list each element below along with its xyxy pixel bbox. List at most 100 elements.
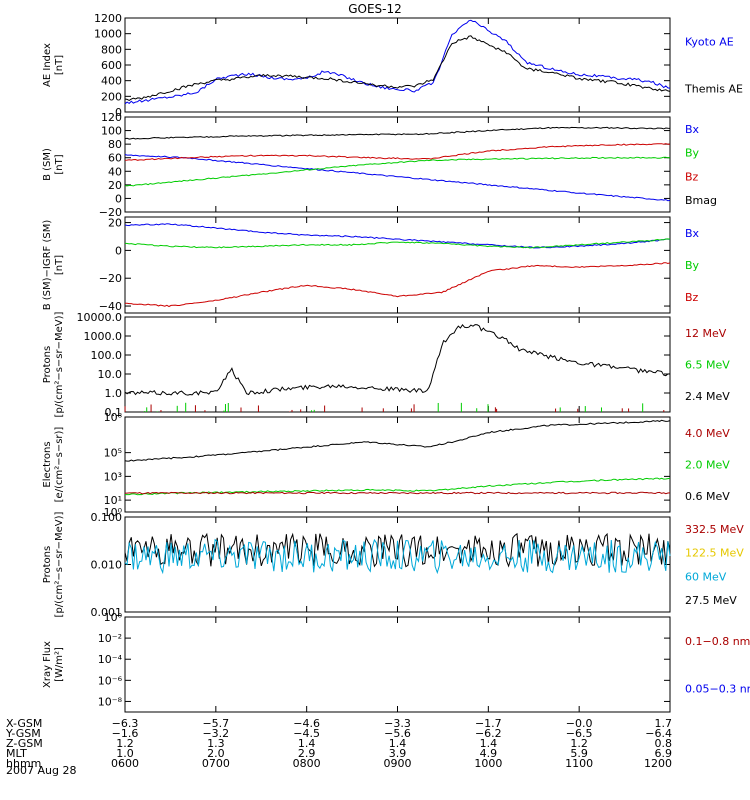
panel-ae-index: 0 200 400 600 800 1000 1200 AE Index [nT] Kyoto A… — [42, 12, 743, 119]
y-axis-title: AE Index — [42, 43, 53, 87]
ephemeris-row-label: X-GSM — [6, 717, 42, 730]
y-tick-label: 20 — [108, 217, 122, 230]
y-tick-label: −40 — [99, 300, 122, 313]
ephemeris-value: −0.0 — [566, 717, 593, 730]
series-line-27-5-mev — [124, 532, 671, 568]
y-axis-title: [nT] — [54, 154, 65, 174]
ephemeris-row-label: MLT — [6, 747, 27, 760]
y-tick-label: 60 — [108, 152, 122, 165]
series-line-bx — [124, 154, 671, 202]
ephemeris-value: 1.4 — [298, 737, 316, 750]
y-tick-label: 100 — [101, 125, 122, 138]
ephemeris-value: 4.9 — [480, 747, 498, 760]
y-tick-label: 10⁻⁶ — [98, 674, 123, 687]
y-tick-label: 10⁵ — [104, 447, 122, 460]
panel-frame — [124, 516, 671, 613]
legend-entry: Bx — [685, 123, 700, 136]
ephemeris-value: 1.2 — [570, 737, 588, 750]
y-tick-label: 20 — [108, 179, 122, 192]
series-line-bmag — [124, 126, 671, 140]
y-tick-label: 0 — [115, 106, 122, 119]
ephemeris-value: 1.4 — [389, 737, 407, 750]
legend-entry: 0.6 MeV — [685, 490, 730, 503]
ephemeris-value: 2.0 — [207, 747, 225, 760]
ephemeris-value: 0700 — [202, 757, 230, 770]
ephemeris-row-label: Y-GSM — [5, 727, 41, 740]
ephemeris-value: 1.3 — [207, 737, 225, 750]
y-tick-label: 10000.0 — [77, 311, 123, 324]
y-tick-label: 10⁻² — [98, 632, 122, 645]
ephemeris-table: X-GSM −6.3 −5.7 −4.6 −3.3 −1.7 −0.0 1.7 Y-GSM −1.… — [5, 717, 672, 770]
ephemeris-value: −4.5 — [293, 727, 320, 740]
ephemeris-value: −6.4 — [645, 727, 672, 740]
ephemeris-value: 1.4 — [480, 737, 498, 750]
y-axis-title: [nT] — [54, 55, 65, 75]
ephemeris-value: 1000 — [474, 757, 502, 770]
legend-entry: By — [685, 259, 700, 272]
ephemeris-value: −5.6 — [384, 727, 411, 740]
ephemeris-value: 1200 — [644, 757, 672, 770]
y-tick-label: 0.100 — [91, 511, 123, 524]
y-tick-label: −20 — [99, 272, 122, 285]
legend-entry: Bz — [685, 291, 699, 304]
ephemeris-value: −3.3 — [384, 717, 411, 730]
y-tick-label: 120 — [101, 111, 122, 124]
series-line-kyoto-ae — [124, 19, 671, 105]
series-line-by — [124, 238, 671, 249]
panel-frame — [124, 17, 671, 113]
ephemeris-value: 5.9 — [570, 747, 588, 760]
y-axis-title: [nT] — [54, 255, 65, 275]
date-label: 2007 Aug 28 — [6, 764, 76, 777]
legend-entry: 12 MeV — [685, 327, 727, 340]
series-line-0-6-mev — [124, 419, 671, 462]
ephemeris-value: 3.9 — [389, 747, 407, 760]
y-tick-label: 10.0 — [98, 368, 123, 381]
ephemeris-value: 1.7 — [655, 717, 673, 730]
y-axis-title: Protons — [42, 546, 53, 583]
y-tick-label: 10⁻⁸ — [98, 695, 123, 708]
y-axis-title: B (SM)−IGRF (SM) — [42, 220, 53, 311]
ephemeris-value: 1.2 — [116, 737, 134, 750]
y-tick-label: 100.0 — [91, 349, 123, 362]
y-axis-title: [W/m²] — [54, 647, 65, 682]
legend-entry: 2.0 MeV — [685, 459, 730, 472]
y-tick-label: 1000 — [94, 28, 122, 41]
y-tick-label: 40 — [108, 165, 122, 178]
y-tick-label: 0 — [115, 244, 122, 257]
legend-entry: Bx — [685, 227, 700, 240]
panel-frame — [124, 116, 671, 213]
ephemeris-value: −3.2 — [202, 727, 229, 740]
panel-frame — [124, 416, 671, 513]
series-line-60-mev — [124, 538, 671, 575]
legend-entry: 0.05−0.3 nm — [685, 682, 750, 695]
y-tick-label: 0 — [115, 192, 122, 205]
legend-entry: 0.1−0.8 nm — [685, 635, 750, 648]
panel-b-minus-igrf: −40 −20 0 20 B (SM)−IGRF (SM) [nT] Bx By Bz — [42, 216, 700, 314]
y-axis-title: [p/(cm²−s−sr−MeV)] — [54, 311, 65, 417]
legend-entry: 122.5 MeV — [685, 547, 744, 560]
plot-title: GOES-12 — [348, 2, 402, 16]
y-tick-label: 10¹ — [104, 494, 122, 507]
panel-proton-flux-low: 0.1 1.0 10.0 100.0 1000.0 10000.0 Protons [p/(c… — [42, 311, 730, 419]
series-line-2-4-mev — [124, 323, 671, 396]
ephemeris-value: −4.6 — [293, 717, 320, 730]
series-line-bz — [124, 262, 671, 308]
ephemeris-value: 1.0 — [116, 747, 134, 760]
ephemeris-value: 0600 — [111, 757, 139, 770]
y-tick-label: 0.1 — [105, 406, 123, 419]
y-tick-label: 1.0 — [105, 387, 123, 400]
y-tick-label: 0.001 — [91, 606, 123, 619]
panel-xray-flux: 10⁰ 10⁻² 10⁻⁴ 10⁻⁶ 10⁻⁸ Xray Flux [W/m²] 0.1−0.… — [42, 611, 750, 713]
y-tick-label: 10⁸ — [104, 411, 123, 424]
legend-entry: 2.4 MeV — [685, 390, 730, 403]
legend-entry: Themis AE — [684, 83, 743, 96]
ephemeris-value: −1.7 — [475, 717, 502, 730]
y-axis-title: Xray Flux — [42, 641, 53, 688]
y-tick-label: 10⁰ — [104, 506, 123, 519]
ephemeris-value: 6.9 — [655, 747, 673, 760]
legend-entry: Kyoto AE — [685, 36, 734, 49]
panel-frame — [124, 616, 671, 713]
